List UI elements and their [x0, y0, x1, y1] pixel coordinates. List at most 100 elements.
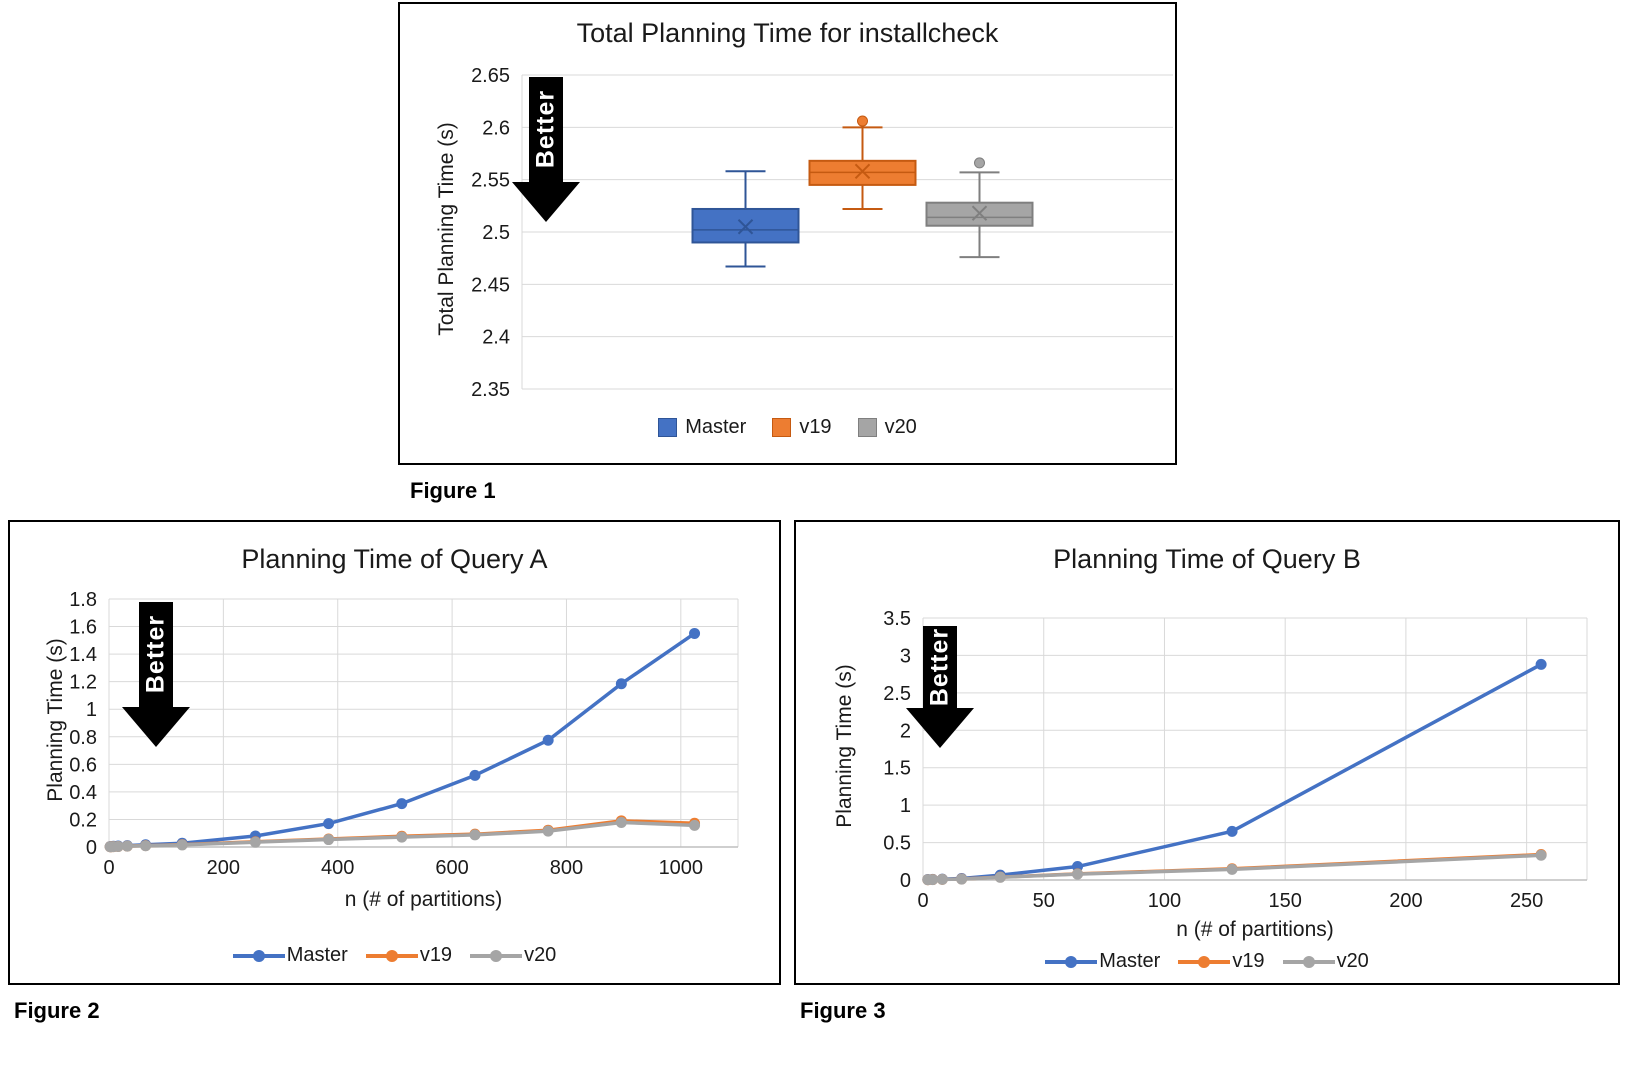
x-tick-label: 400 [321, 857, 354, 879]
y-tick-label: 0 [900, 870, 911, 892]
series-v20 [922, 849, 1547, 886]
data-point [1072, 868, 1084, 880]
data-point [140, 840, 152, 852]
master-swatch [658, 418, 678, 437]
data-point [1535, 658, 1547, 670]
down-arrow-icon [906, 626, 974, 748]
v20-line-marker [1282, 955, 1335, 968]
x-tick-label: 600 [435, 857, 468, 879]
master-line-marker [232, 949, 285, 962]
better-arrow-label: Better [531, 89, 560, 169]
master-line-marker [1045, 955, 1098, 968]
y-tick-label: 3 [900, 645, 911, 667]
v20-line-marker [470, 949, 523, 962]
v19-swatch [772, 418, 792, 437]
box-v20 [925, 157, 1034, 259]
y-tick-label: 1.6 [69, 617, 97, 639]
v20-swatch [857, 418, 877, 437]
y-tick-label: 1 [86, 699, 97, 721]
legend-item-v20: v20 [470, 944, 556, 967]
v20-dot [490, 949, 503, 962]
chart-title: Total Planning Time for installcheck [576, 18, 999, 48]
y-tick-label: 1.4 [69, 644, 97, 666]
v19-line-marker [1178, 955, 1231, 968]
series-line [108, 631, 697, 849]
down-arrow-icon [122, 602, 190, 747]
legend-item-master: Master [658, 416, 746, 439]
legend: Master v19 v20 [796, 950, 1618, 973]
data-point [1226, 825, 1238, 837]
y-tick-label: 2.45 [471, 274, 510, 296]
legend-label: v19 [799, 416, 832, 438]
y-tick-label: 1.8 [69, 589, 97, 611]
figure-3-caption: Figure 3 [800, 998, 886, 1023]
box-master [691, 170, 800, 268]
x-tick-label: 200 [207, 857, 240, 879]
y-tick-label: 2.5 [482, 222, 510, 244]
y-tick-label: 3.5 [883, 608, 911, 630]
series-v20 [104, 816, 701, 853]
data-point [1226, 863, 1238, 875]
down-arrow-icon [512, 77, 580, 222]
plot-area: 3.5 3 2.5 2 1.5 1 0.5 00 50 100 150 200 250 [883, 608, 1588, 912]
y-tick-label: 1 [900, 795, 911, 817]
y-tick-label: 2.6 [482, 117, 510, 139]
legend: Master v19 v20 [400, 416, 1175, 439]
data-point [469, 769, 481, 781]
x-tick-label: 0 [103, 857, 114, 879]
y-tick-label: 2 [900, 720, 911, 742]
series-master [104, 627, 701, 853]
data-point [112, 840, 124, 852]
y-tick-label: 2.35 [471, 379, 510, 401]
y-tick-label: 0.6 [69, 754, 97, 776]
better-arrow-label: Better [141, 614, 170, 694]
legend-item-master: Master [232, 944, 348, 967]
legend-label: Master [685, 416, 747, 438]
data-point [927, 874, 939, 886]
x-tick-label: 1000 [659, 857, 704, 879]
legend-label: v20 [524, 944, 557, 966]
figure-2-caption: Figure 2 [14, 998, 100, 1023]
chart-title: Planning Time of Query B [1053, 544, 1361, 574]
plot-area: 2.65 2.6 2.55 2.5 2.45 2.4 2.35 [471, 65, 1173, 401]
mean-marker [854, 163, 871, 180]
v19-line-marker [365, 949, 418, 962]
legend: Master v19 v20 [10, 944, 779, 967]
series-line [926, 662, 1543, 882]
x-axis-label: n (# of partitions) [1176, 918, 1334, 941]
outlier-point [857, 115, 868, 127]
x-tick-label: 200 [1389, 890, 1422, 912]
y-tick-label: 2.65 [471, 65, 510, 87]
data-point [121, 840, 133, 852]
data-point [689, 819, 701, 831]
figure-1-panel: Total Planning Time for installcheck Tot… [398, 2, 1177, 465]
data-point [396, 831, 408, 843]
legend-label: v20 [884, 416, 917, 438]
data-point [994, 871, 1006, 883]
master-dot [1065, 955, 1078, 968]
legend-label: v19 [1232, 950, 1265, 972]
y-tick-label: 2.55 [471, 170, 510, 192]
legend-label: Master [1099, 950, 1161, 972]
data-point [689, 627, 701, 639]
y-tick-label: 2.4 [482, 327, 510, 349]
legend-item-v20: v20 [1282, 950, 1369, 973]
y-tick-label: 0.8 [69, 727, 97, 749]
legend-item-v19: v19 [772, 416, 832, 439]
better-arrow: Better [122, 602, 190, 747]
x-tick-label: 250 [1510, 890, 1543, 912]
figure-3-panel: Planning Time of Query B Planning Time (… [794, 520, 1620, 985]
better-arrow: Better [512, 77, 580, 222]
v19-dot [385, 949, 398, 962]
line-chart-query-a: 1.8 1.6 1.4 1.2 1 0.8 0.6 0.4 0.2 00 200 400 600 800 1… [69, 589, 739, 879]
legend-label: v20 [1336, 950, 1369, 972]
legend-label: v19 [419, 944, 453, 966]
legend-item-v19: v19 [365, 944, 453, 967]
y-tick-label: 2.5 [883, 683, 911, 705]
x-tick-label: 800 [550, 857, 583, 879]
x-axis-label: n (# of partitions) [344, 888, 503, 911]
data-point [936, 873, 948, 885]
data-point [469, 829, 481, 841]
x-tick-label: 0 [917, 890, 928, 912]
